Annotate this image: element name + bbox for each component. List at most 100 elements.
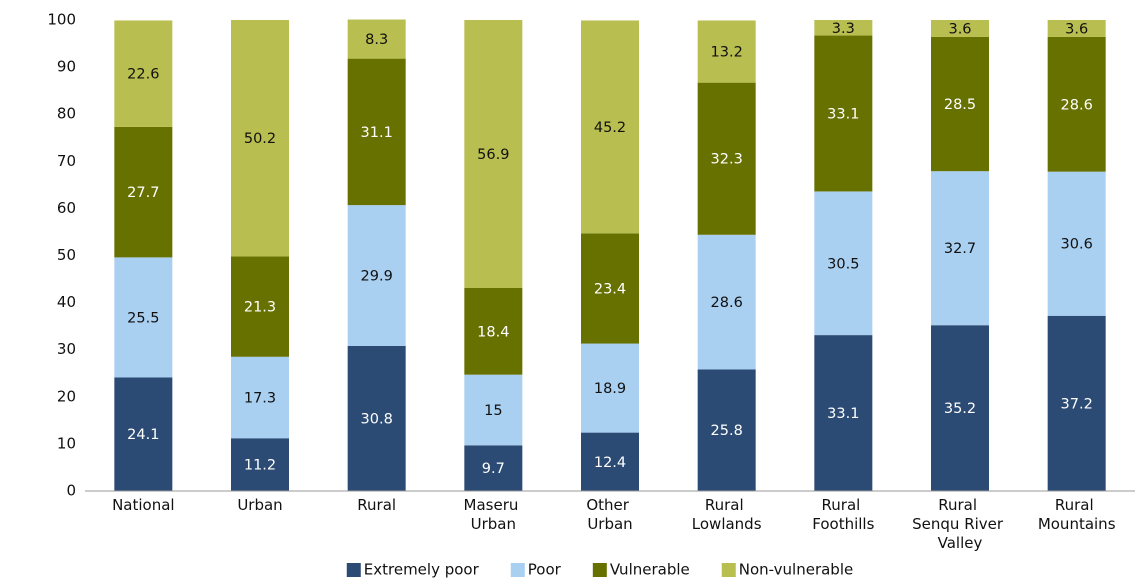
bar-segment xyxy=(464,445,523,491)
bar-segment xyxy=(697,369,756,491)
value-label: 22.6 xyxy=(127,67,159,83)
value-label: 13.2 xyxy=(711,45,743,61)
value-label: 28.6 xyxy=(711,295,743,311)
value-label: 18.9 xyxy=(594,381,626,397)
bar-segment xyxy=(931,325,989,491)
bar-segment xyxy=(464,374,523,446)
y-tick-label: 80 xyxy=(57,105,76,123)
bar-segment xyxy=(347,205,406,346)
bar-segment xyxy=(581,432,639,491)
bar-segment xyxy=(1047,171,1106,316)
value-label: 29.9 xyxy=(361,269,393,285)
value-label: 33.1 xyxy=(827,106,859,122)
legend-label: Vulnerable xyxy=(610,561,690,579)
value-label: 11.2 xyxy=(244,458,276,474)
legend-label: Poor xyxy=(528,561,562,579)
bar-segment xyxy=(581,20,639,234)
bar-segment xyxy=(464,287,523,375)
value-label: 15 xyxy=(484,403,502,419)
value-label: 56.9 xyxy=(477,147,509,163)
bar-segment xyxy=(931,20,989,37)
bar-segment xyxy=(347,58,406,206)
value-label: 35.2 xyxy=(944,401,976,417)
value-label: 18.4 xyxy=(477,324,509,340)
y-tick-label: 30 xyxy=(57,340,76,358)
value-label: 28.5 xyxy=(944,97,976,113)
bar-segment xyxy=(697,20,756,83)
x-tick-label: Other Urban xyxy=(586,496,633,533)
value-label: 37.2 xyxy=(1061,396,1093,412)
x-tick-label: Rural xyxy=(357,496,396,514)
bar-segment xyxy=(114,377,173,491)
y-tick-label: 20 xyxy=(57,387,76,405)
value-label: 32.7 xyxy=(944,241,976,257)
value-label: 9.7 xyxy=(482,461,505,477)
bar-segment xyxy=(114,126,173,258)
bar-segment xyxy=(231,438,289,491)
bar-segment xyxy=(581,233,639,344)
bar-segment xyxy=(1047,36,1106,172)
value-label: 24.1 xyxy=(127,427,159,443)
bar-segment xyxy=(931,171,989,326)
y-tick-label: 10 xyxy=(57,434,76,452)
y-tick-label: 90 xyxy=(57,58,76,76)
x-tick-label: Rural Foothills xyxy=(812,496,874,533)
legend-label: Extremely poor xyxy=(364,561,480,579)
value-label: 30.6 xyxy=(1061,237,1093,253)
x-tick-label: National xyxy=(112,496,175,514)
legend-label: Non-vulnerable xyxy=(739,561,853,579)
bar-segment xyxy=(231,356,289,439)
legend-swatch xyxy=(592,563,607,577)
x-tick-label: Rural Mountains xyxy=(1038,496,1116,533)
bar-segment xyxy=(814,35,873,192)
bar-segment xyxy=(231,20,289,257)
value-label: 45.2 xyxy=(594,120,626,136)
bar-segment xyxy=(464,20,523,288)
value-label: 25.5 xyxy=(127,310,159,326)
value-label: 21.3 xyxy=(244,300,276,316)
value-label: 25.8 xyxy=(711,423,743,439)
bar-segment xyxy=(697,234,756,370)
legend-swatch xyxy=(721,563,736,577)
value-label: 30.5 xyxy=(827,256,859,272)
bar-segment xyxy=(347,19,406,59)
bar-segment xyxy=(1047,20,1106,37)
bar-segment xyxy=(581,343,639,433)
value-label: 3.6 xyxy=(948,21,971,37)
value-label: 30.8 xyxy=(361,411,393,427)
bar-segment xyxy=(1047,315,1106,491)
x-tick-label: Urban xyxy=(237,496,282,514)
y-tick-label: 60 xyxy=(57,199,76,217)
value-label: 3.3 xyxy=(832,21,855,37)
bar-segment xyxy=(231,256,289,357)
bar-segment xyxy=(697,82,756,235)
bar-segment xyxy=(814,191,873,336)
bar-segment xyxy=(347,345,406,491)
bar-segment xyxy=(931,36,989,172)
value-label: 23.4 xyxy=(594,281,626,297)
value-label: 8.3 xyxy=(365,32,388,48)
value-label: 17.3 xyxy=(244,391,276,407)
legend-swatch xyxy=(346,563,361,577)
legend: Extremely poor Poor Vulnerable Non-vulnerab… xyxy=(346,561,853,579)
value-label: 32.3 xyxy=(711,152,743,168)
x-tick-label: Rural Senqu River Valley xyxy=(912,496,1008,552)
value-label: 3.6 xyxy=(1065,21,1088,37)
value-label: 28.6 xyxy=(1061,97,1093,113)
value-label: 12.4 xyxy=(594,455,626,471)
y-tick-label: 50 xyxy=(57,246,76,264)
bar-segment xyxy=(814,335,873,491)
y-tick-label: 0 xyxy=(66,482,76,500)
bar-segment xyxy=(114,20,173,127)
x-tick-label: Maseru Urban xyxy=(464,496,524,533)
value-label: 27.7 xyxy=(127,185,159,201)
y-tick-label: 70 xyxy=(57,152,76,170)
x-tick-label: Rural Lowlands xyxy=(692,496,762,533)
value-label: 31.1 xyxy=(361,125,393,141)
value-label: 50.2 xyxy=(244,131,276,147)
bar-segment xyxy=(814,20,873,36)
bar-segment xyxy=(114,257,173,378)
y-tick-label: 40 xyxy=(57,293,76,311)
legend-swatch xyxy=(510,563,525,577)
